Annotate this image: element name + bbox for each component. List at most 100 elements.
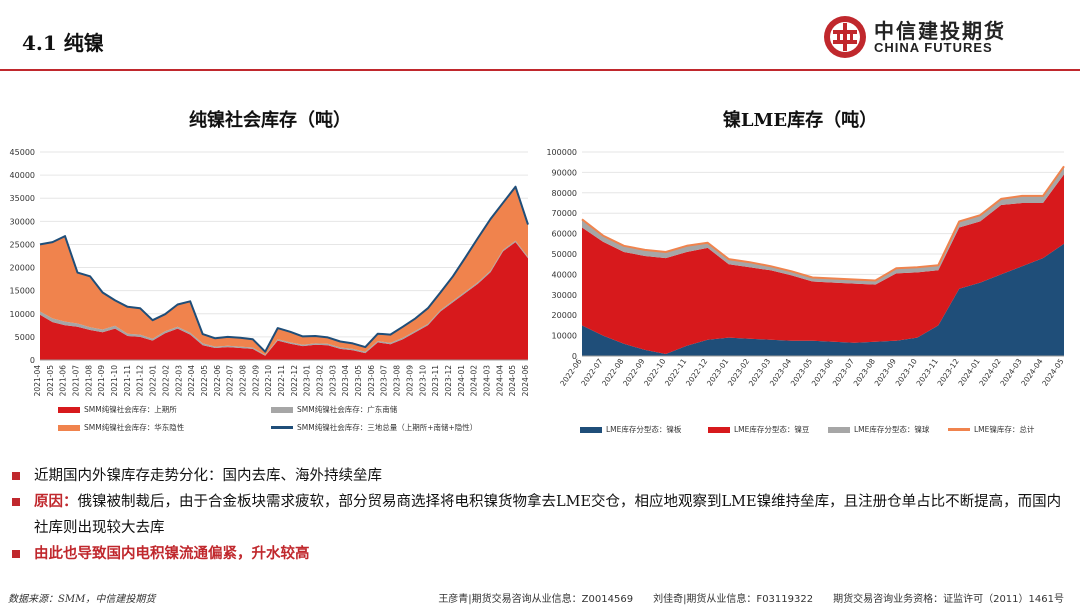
x-tick-label: 2023-12 — [444, 365, 453, 397]
left-chart-title: 纯镍社会库存（吨） — [189, 110, 351, 131]
y-tick-label: 0 — [30, 356, 35, 365]
x-tick-label: 2022-04 — [187, 365, 196, 397]
legend-label: SMM纯镍社会库存：广东南储 — [297, 405, 398, 414]
bullet-marker-icon — [12, 550, 20, 558]
x-tick-label: 2024-06 — [521, 365, 530, 397]
bullet-lead: 原因： — [34, 493, 78, 510]
x-tick-label: 2021-10 — [110, 365, 119, 397]
y-tick-label: 20000 — [552, 311, 577, 320]
legend-item: SMM纯镍社会库存：三地总量（上期所+南储+隐性） — [271, 422, 477, 433]
x-tick-label: 2022-03 — [174, 365, 183, 397]
bullet-point: 原因：俄镍被制裁后，由于合金板块需求疲软，部分贸易商选择将电积镍货物拿去LME交… — [10, 489, 1072, 541]
y-tick-label: 100000 — [546, 148, 577, 157]
x-tick-label: 2023-11 — [431, 365, 440, 397]
x-tick-label: 2022-05 — [200, 365, 209, 397]
x-tick-label: 2021-09 — [97, 365, 106, 397]
y-tick-label: 70000 — [552, 209, 577, 218]
legend-item: LME库存分型态：镍球 — [828, 424, 929, 435]
left-chart-legend: SMM纯镍社会库存：上期所 SMM纯镍社会库存：广东南储 SMM纯镍社会库存：华… — [58, 404, 528, 438]
legend-swatch — [271, 426, 293, 429]
right-chart-legend: LME库存分型态：镍板 LME库存分型态：镍豆 LME库存分型态：镍球 LME镍… — [580, 424, 1070, 438]
y-tick-label: 25000 — [10, 240, 35, 249]
legend-label: SMM纯镍社会库存：华东隐性 — [84, 423, 185, 432]
y-tick-label: 40000 — [552, 270, 577, 279]
x-tick-label: 2024-03 — [482, 365, 491, 397]
legend-swatch — [948, 428, 970, 431]
analyst-credits: 王彦青|期货交易咨询从业信息：Z0014569 刘佳奇|期货从业信息：F0311… — [438, 594, 1064, 605]
bullet-point: 由此也导致国内电积镍流通偏紧，升水较高 — [10, 541, 1072, 567]
x-tick-label: 2021-06 — [59, 365, 68, 397]
legend-label: LME库存分型态：镍豆 — [734, 425, 810, 434]
x-tick-label: 2024-01 — [457, 365, 466, 397]
x-tick-label: 2023-08 — [393, 365, 402, 397]
bullet-marker-icon — [12, 472, 20, 480]
x-tick-label: 2023-10 — [418, 365, 427, 397]
logo-text-cn: 中信建投期货 — [874, 19, 1006, 43]
legend-swatch — [708, 426, 730, 433]
legend-item: LME库存分型态：镍板 — [580, 424, 681, 435]
x-tick-label: 2023-07 — [380, 365, 389, 397]
y-tick-label: 50000 — [552, 250, 577, 259]
legend-label: SMM纯镍社会库存：三地总量（上期所+南储+隐性） — [297, 423, 478, 432]
x-tick-label: 2024-04 — [495, 365, 504, 397]
y-tick-label: 10000 — [552, 332, 577, 341]
x-tick-label: 2021-08 — [84, 365, 93, 397]
x-tick-label: 2022-06 — [213, 365, 222, 397]
x-tick-label: 2023-02 — [316, 365, 325, 397]
y-tick-label: 20000 — [10, 264, 35, 273]
legend-item: SMM纯镍社会库存：广东南储 — [271, 404, 397, 415]
summary-bullets: 近期国内外镍库存走势分化：国内去库、海外持续垒库 原因：俄镍被制裁后，由于合金板… — [10, 463, 1072, 567]
header-divider — [0, 69, 1080, 71]
x-tick-label: 2022-11 — [277, 365, 286, 397]
x-tick-label: 2022-08 — [238, 365, 247, 397]
legend-swatch — [58, 424, 80, 431]
x-tick-label: 2022-02 — [161, 365, 170, 397]
x-tick-label: 2022-09 — [251, 365, 260, 397]
legend-label: SMM纯镍社会库存：上期所 — [84, 405, 177, 414]
x-tick-label: 2022-01 — [149, 365, 158, 397]
section-title: 4.1 纯镍 — [22, 31, 104, 55]
lme-inventory-chart: 0 10000 20000 30000 40000 50000 60000 70000 8000… — [546, 148, 1065, 388]
y-tick-label: 0 — [572, 352, 577, 361]
y-tick-label: 80000 — [552, 189, 577, 198]
x-tick-label: 2024-05 — [508, 365, 517, 397]
x-tick-label: 2021-07 — [72, 365, 81, 397]
social-inventory-chart: 0 5000 10000 15000 20000 25000 30000 35000 40000… — [10, 148, 530, 397]
area-series-2 — [582, 174, 1064, 354]
y-tick-label: 35000 — [10, 194, 35, 203]
data-source: 数据来源：SMM，中信建投期货 — [8, 594, 156, 605]
total-line — [581, 165, 1065, 282]
y-tick-label: 45000 — [10, 148, 35, 157]
legend-item: LME库存分型态：镍豆 — [708, 424, 809, 435]
bullet-marker-icon — [12, 498, 20, 506]
citic-logo-icon — [824, 16, 866, 58]
x-tick-label: 2021-05 — [46, 365, 55, 397]
x-tick-label: 2022-12 — [290, 365, 299, 397]
x-tick-label: 2024-05 — [1040, 357, 1065, 388]
legend-item: LME镍库存：总计 — [948, 424, 1034, 435]
x-tick-label: 2023-03 — [328, 365, 337, 397]
y-tick-label: 15000 — [10, 287, 35, 296]
right-chart-title: 镍LME库存（吨） — [722, 110, 878, 131]
x-tick-label: 2023-01 — [303, 365, 312, 397]
x-tick-label: 2023-05 — [354, 365, 363, 397]
legend-label: LME库存分型态：镍球 — [854, 425, 930, 434]
legend-swatch — [580, 426, 602, 433]
total-line — [39, 185, 529, 353]
y-tick-label: 40000 — [10, 171, 35, 180]
legend-swatch — [828, 426, 850, 433]
bullet-text: 近期国内外镍库存走势分化：国内去库、海外持续垒库 — [34, 468, 382, 484]
y-tick-label: 5000 — [15, 333, 35, 342]
x-tick-label: 2021-12 — [136, 365, 145, 397]
page-footer: 数据来源：SMM，中信建投期货 王彦青|期货交易咨询从业信息：Z0014569 … — [0, 586, 1080, 608]
y-tick-label: 90000 — [552, 168, 577, 177]
legend-swatch — [271, 406, 293, 413]
x-tick-label: 2023-09 — [405, 365, 414, 397]
legend-label: LME库存分型态：镍板 — [606, 425, 682, 434]
legend-item: SMM纯镍社会库存：华东隐性 — [58, 422, 184, 433]
y-tick-label: 60000 — [552, 230, 577, 239]
x-tick-label: 2022-07 — [226, 365, 235, 397]
company-logo: 中信建投期货 CHINA FUTURES — [822, 13, 1072, 61]
x-tick-label: 2022-10 — [264, 365, 273, 397]
legend-label: LME镍库存：总计 — [974, 425, 1035, 434]
